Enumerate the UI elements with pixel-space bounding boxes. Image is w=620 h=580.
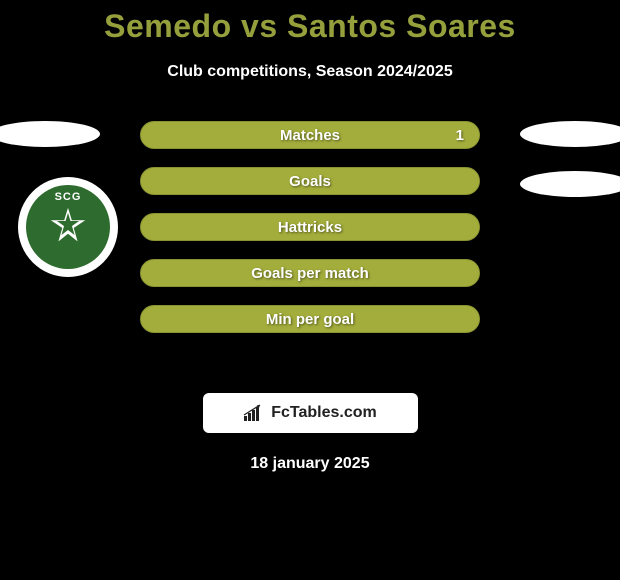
branding-badge[interactable]: FcTables.com [203,393,418,433]
right-placeholder-oval-2 [520,171,620,197]
right-placeholder-oval-1 [520,121,620,147]
comparison-title: Semedo vs Santos Soares [0,0,620,45]
club-badge-inner: SCG [26,185,110,269]
stat-label: Goals [140,167,480,195]
bars-icon [243,404,265,422]
stat-label: Matches [140,121,480,149]
date-label: 18 january 2025 [0,455,620,473]
left-placeholder-oval [0,121,100,147]
club-badge-text: SCG [55,191,82,203]
stat-row-hattricks: Hattricks [140,213,480,241]
stat-label: Goals per match [140,259,480,287]
stat-label: Min per goal [140,305,480,333]
comparison-chart: SCG Matches 1 Goals H [0,121,620,381]
comparison-subtitle: Club competitions, Season 2024/2025 [0,63,620,81]
stat-row-goals-per-match: Goals per match [140,259,480,287]
club-star-icon [48,205,88,250]
stat-bars-container: Matches 1 Goals Hattricks Goals per matc… [140,121,480,351]
stat-row-min-per-goal: Min per goal [140,305,480,333]
left-player-badge: SCG [18,177,118,277]
stat-row-matches: Matches 1 [140,121,480,149]
branding-label: FcTables.com [271,404,377,422]
stat-row-goals: Goals [140,167,480,195]
stat-label: Hattricks [140,213,480,241]
stat-value-right: 1 [456,121,464,149]
